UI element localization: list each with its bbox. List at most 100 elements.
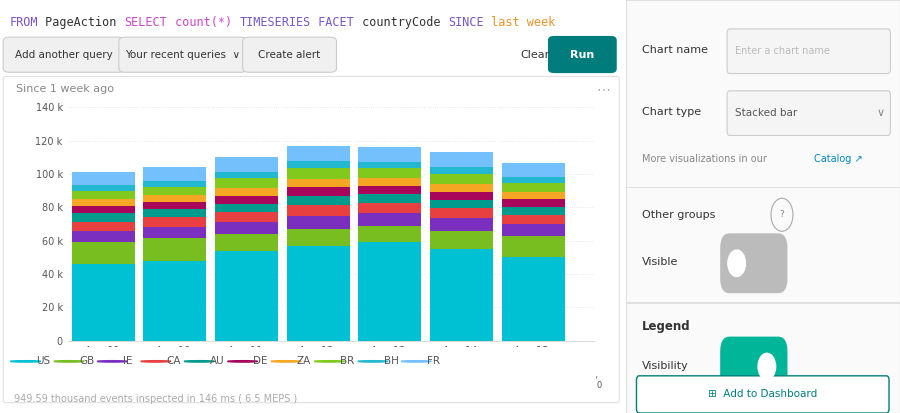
Circle shape: [54, 361, 84, 362]
FancyBboxPatch shape: [119, 37, 248, 72]
Text: count(*): count(*): [167, 16, 238, 29]
FancyBboxPatch shape: [727, 29, 890, 74]
Bar: [215, 157, 278, 171]
Bar: [72, 206, 135, 213]
Bar: [430, 184, 493, 192]
Bar: [143, 238, 206, 261]
Circle shape: [271, 361, 302, 362]
Bar: [72, 231, 135, 242]
Bar: [430, 208, 493, 218]
Text: More visualizations in our: More visualizations in our: [642, 154, 770, 164]
Bar: [143, 227, 206, 238]
Bar: [358, 178, 421, 186]
Text: FACET: FACET: [311, 16, 355, 29]
Bar: [72, 171, 135, 185]
Circle shape: [97, 361, 128, 362]
Bar: [143, 261, 206, 341]
Text: 949.59 thousand events inspected in 146 ms ( 6.5 MEPS ): 949.59 thousand events inspected in 146 …: [14, 394, 297, 404]
Bar: [215, 212, 278, 222]
Bar: [501, 178, 564, 183]
Bar: [430, 200, 493, 208]
Bar: [430, 167, 493, 174]
Text: BR: BR: [340, 356, 355, 366]
Circle shape: [184, 361, 214, 362]
Text: BH: BH: [383, 356, 399, 366]
Text: ∨: ∨: [877, 108, 885, 118]
Bar: [501, 215, 564, 224]
Text: CA: CA: [166, 356, 181, 366]
Bar: [72, 191, 135, 199]
Bar: [215, 188, 278, 196]
Text: Run: Run: [571, 50, 595, 59]
Bar: [358, 186, 421, 194]
Bar: [72, 264, 135, 341]
Bar: [215, 251, 278, 341]
Circle shape: [728, 250, 745, 277]
Text: Visible: Visible: [642, 257, 679, 267]
Bar: [626, 187, 900, 188]
Bar: [287, 168, 350, 179]
Text: Clear: Clear: [520, 50, 549, 59]
Text: Create alert: Create alert: [258, 50, 320, 60]
Circle shape: [758, 353, 776, 380]
Text: AU: AU: [210, 356, 225, 366]
FancyBboxPatch shape: [3, 37, 125, 72]
Text: ⊞  Add to Dashboard: ⊞ Add to Dashboard: [708, 389, 817, 399]
Bar: [143, 181, 206, 187]
Bar: [143, 217, 206, 227]
Bar: [287, 246, 350, 341]
Bar: [430, 174, 493, 184]
Bar: [143, 167, 206, 181]
Bar: [215, 178, 278, 188]
Text: Catalog ↗: Catalog ↗: [814, 154, 862, 164]
Text: PageAction: PageAction: [38, 16, 123, 29]
Bar: [358, 242, 421, 341]
Bar: [501, 163, 564, 177]
Text: ZA: ZA: [297, 356, 311, 366]
Bar: [287, 188, 350, 196]
Text: FR: FR: [428, 356, 440, 366]
Bar: [287, 229, 350, 246]
Bar: [626, 302, 900, 304]
Bar: [72, 221, 135, 231]
Text: countryCode: countryCode: [355, 16, 447, 29]
FancyBboxPatch shape: [727, 91, 890, 135]
Circle shape: [140, 361, 171, 362]
Text: Other groups: Other groups: [642, 210, 716, 220]
Text: IE: IE: [123, 356, 132, 366]
Text: ⋯: ⋯: [597, 82, 610, 96]
Text: TIMESERIES: TIMESERIES: [239, 16, 310, 29]
Circle shape: [11, 361, 40, 362]
Bar: [215, 196, 278, 204]
Text: Legend: Legend: [642, 320, 690, 333]
Bar: [430, 218, 493, 231]
Bar: [72, 242, 135, 264]
FancyBboxPatch shape: [243, 37, 337, 72]
Bar: [72, 199, 135, 206]
Bar: [358, 168, 421, 178]
Text: Chart name: Chart name: [642, 45, 708, 55]
Bar: [287, 216, 350, 229]
Text: last week: last week: [484, 16, 555, 29]
Bar: [358, 213, 421, 226]
Text: ?: ?: [779, 210, 784, 219]
Text: Stacked bar: Stacked bar: [735, 108, 797, 118]
Bar: [143, 209, 206, 217]
Bar: [287, 179, 350, 188]
Bar: [358, 226, 421, 242]
Bar: [287, 161, 350, 168]
Bar: [430, 152, 493, 167]
Bar: [501, 206, 564, 215]
Bar: [501, 224, 564, 236]
Bar: [430, 249, 493, 341]
Bar: [287, 146, 350, 161]
Text: /
0: / 0: [596, 371, 601, 390]
Text: Visibility: Visibility: [642, 361, 688, 370]
Bar: [215, 222, 278, 234]
Text: Your recent queries  ∨: Your recent queries ∨: [125, 50, 240, 60]
Bar: [143, 187, 206, 195]
Bar: [215, 171, 278, 178]
Bar: [72, 213, 135, 221]
Bar: [358, 194, 421, 203]
Bar: [143, 195, 206, 202]
